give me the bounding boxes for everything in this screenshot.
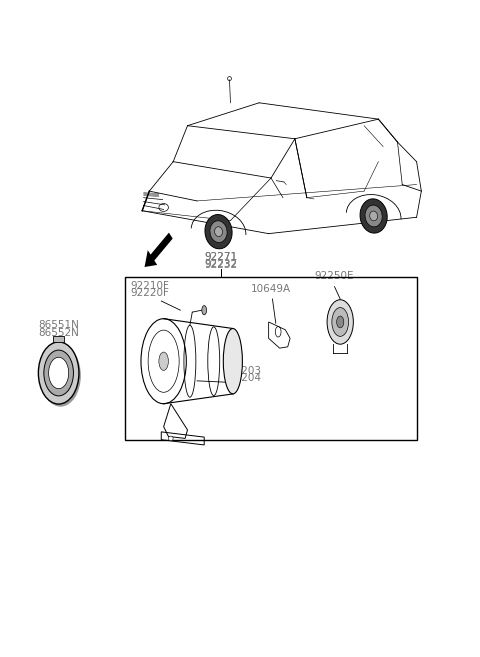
Polygon shape [53, 336, 64, 342]
Ellipse shape [202, 306, 206, 315]
Ellipse shape [215, 227, 222, 237]
Text: 92220F: 92220F [130, 288, 169, 298]
Text: 92232: 92232 [204, 259, 238, 269]
Ellipse shape [332, 307, 348, 336]
FancyArrow shape [144, 233, 173, 267]
Ellipse shape [365, 205, 382, 227]
Text: 86551N: 86551N [38, 320, 79, 330]
Ellipse shape [38, 342, 79, 404]
Bar [125, 277, 417, 440]
Ellipse shape [44, 350, 73, 396]
Ellipse shape [223, 328, 242, 394]
Ellipse shape [48, 357, 69, 389]
Ellipse shape [210, 221, 227, 242]
Text: 92232: 92232 [204, 260, 238, 270]
Ellipse shape [40, 344, 81, 407]
Ellipse shape [370, 211, 378, 221]
Text: 92250E: 92250E [315, 271, 354, 281]
Ellipse shape [159, 352, 168, 371]
Ellipse shape [336, 316, 344, 328]
Ellipse shape [168, 436, 173, 441]
Text: 92203: 92203 [228, 365, 261, 376]
Text: 92271: 92271 [204, 252, 238, 261]
Text: 10649A: 10649A [251, 284, 291, 294]
Text: 92271: 92271 [204, 252, 238, 262]
Ellipse shape [205, 215, 232, 249]
Text: 86552N: 86552N [38, 328, 79, 338]
Text: 92204: 92204 [228, 373, 261, 384]
Ellipse shape [360, 199, 387, 233]
Ellipse shape [327, 300, 353, 344]
Text: 92210F: 92210F [130, 281, 169, 290]
